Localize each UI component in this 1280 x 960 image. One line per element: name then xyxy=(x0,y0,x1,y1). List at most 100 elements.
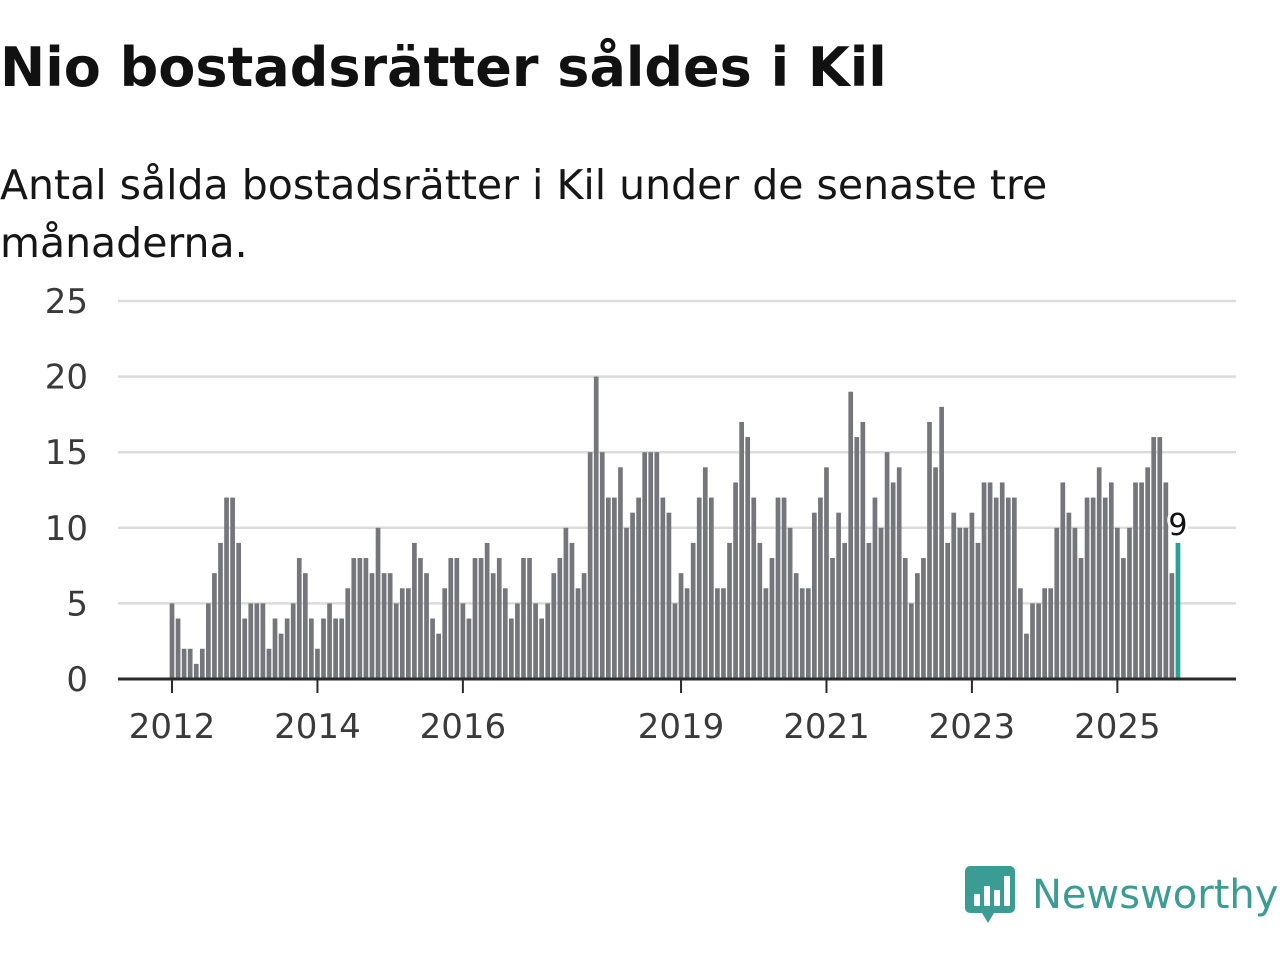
bar xyxy=(399,588,405,679)
bar xyxy=(284,618,290,679)
bar xyxy=(805,588,811,679)
bar xyxy=(351,558,357,679)
bar xyxy=(448,558,454,679)
bar xyxy=(193,663,199,679)
x-tick-label: 2023 xyxy=(929,707,1016,747)
bar xyxy=(963,527,969,679)
bar xyxy=(872,497,878,679)
bar xyxy=(721,588,726,679)
bar xyxy=(212,573,217,679)
bar xyxy=(1090,497,1096,679)
bar xyxy=(939,406,944,679)
bar xyxy=(654,452,660,679)
bar xyxy=(230,497,235,679)
bar xyxy=(363,558,369,679)
bar xyxy=(381,573,387,679)
bar xyxy=(696,497,702,679)
bar xyxy=(1133,482,1138,679)
bar xyxy=(830,558,835,679)
bar xyxy=(254,603,260,679)
bar xyxy=(854,437,860,679)
bar xyxy=(309,618,314,679)
bar xyxy=(169,603,175,679)
bar xyxy=(763,588,769,679)
bar xyxy=(957,527,963,679)
y-tick-label: 20 xyxy=(45,358,88,398)
bar xyxy=(975,542,981,679)
bar xyxy=(708,497,714,679)
bar xyxy=(787,527,793,679)
bar xyxy=(509,618,514,679)
bar xyxy=(745,437,751,679)
y-tick-label: 0 xyxy=(66,660,88,700)
bars xyxy=(169,376,1181,679)
bar xyxy=(921,558,926,679)
bar xyxy=(405,588,411,679)
bar xyxy=(460,603,466,679)
bar xyxy=(1127,527,1132,679)
bar xyxy=(333,618,338,679)
bar xyxy=(866,542,872,679)
bar xyxy=(636,497,641,679)
bar xyxy=(915,573,920,679)
bar xyxy=(739,421,744,679)
bar xyxy=(757,542,763,679)
bar xyxy=(812,512,817,679)
y-tick-label: 10 xyxy=(45,509,88,549)
bar xyxy=(466,618,472,679)
bar xyxy=(345,588,351,679)
bar xyxy=(187,648,193,679)
bar xyxy=(836,512,841,679)
x-tick-label: 2021 xyxy=(783,707,870,747)
y-axis-tick-labels: 0 5 10 15 20 25 xyxy=(45,282,88,700)
bar xyxy=(569,542,575,679)
bar xyxy=(969,512,975,679)
bar xyxy=(1096,467,1102,679)
newsworthy-logo[interactable]: Newsworthy xyxy=(964,864,1278,926)
bar xyxy=(454,558,460,679)
bar xyxy=(539,618,545,679)
bar xyxy=(563,527,569,679)
bar xyxy=(878,527,884,679)
bar xyxy=(442,588,448,679)
brand-name: Newsworthy xyxy=(1032,872,1279,918)
bar xyxy=(981,482,987,679)
bar xyxy=(1036,603,1041,679)
bar xyxy=(908,603,914,679)
bar xyxy=(502,588,508,679)
bar xyxy=(781,497,787,679)
bar xyxy=(278,633,284,679)
bar xyxy=(527,558,532,679)
bar xyxy=(533,603,538,679)
bar xyxy=(642,452,648,679)
x-axis-ticks: 2012 2014 2016 2019 2021 2023 2025 xyxy=(129,679,1161,747)
bar xyxy=(1121,558,1126,679)
bar xyxy=(799,588,805,679)
bar xyxy=(545,603,551,679)
bar xyxy=(1151,437,1157,679)
bar xyxy=(599,452,605,679)
bar xyxy=(175,618,181,679)
bar xyxy=(551,573,557,679)
bar xyxy=(896,467,902,679)
bar xyxy=(951,512,957,679)
bar xyxy=(272,618,278,679)
bar xyxy=(1163,482,1169,679)
bar xyxy=(290,603,296,679)
bar xyxy=(1102,497,1108,679)
bar xyxy=(884,452,890,679)
bar xyxy=(1011,497,1017,679)
x-tick-label: 2014 xyxy=(274,707,361,747)
bar xyxy=(824,467,829,679)
chart-subtitle: Antal sålda bostadsrätter i Kil under de… xyxy=(0,161,1048,267)
bar xyxy=(1018,588,1023,679)
bar xyxy=(1108,482,1114,679)
bar xyxy=(418,558,423,679)
bar xyxy=(848,391,854,679)
bar xyxy=(987,482,993,679)
bar xyxy=(199,648,205,679)
bar xyxy=(690,542,696,679)
bar xyxy=(612,497,617,679)
bar xyxy=(793,573,799,679)
